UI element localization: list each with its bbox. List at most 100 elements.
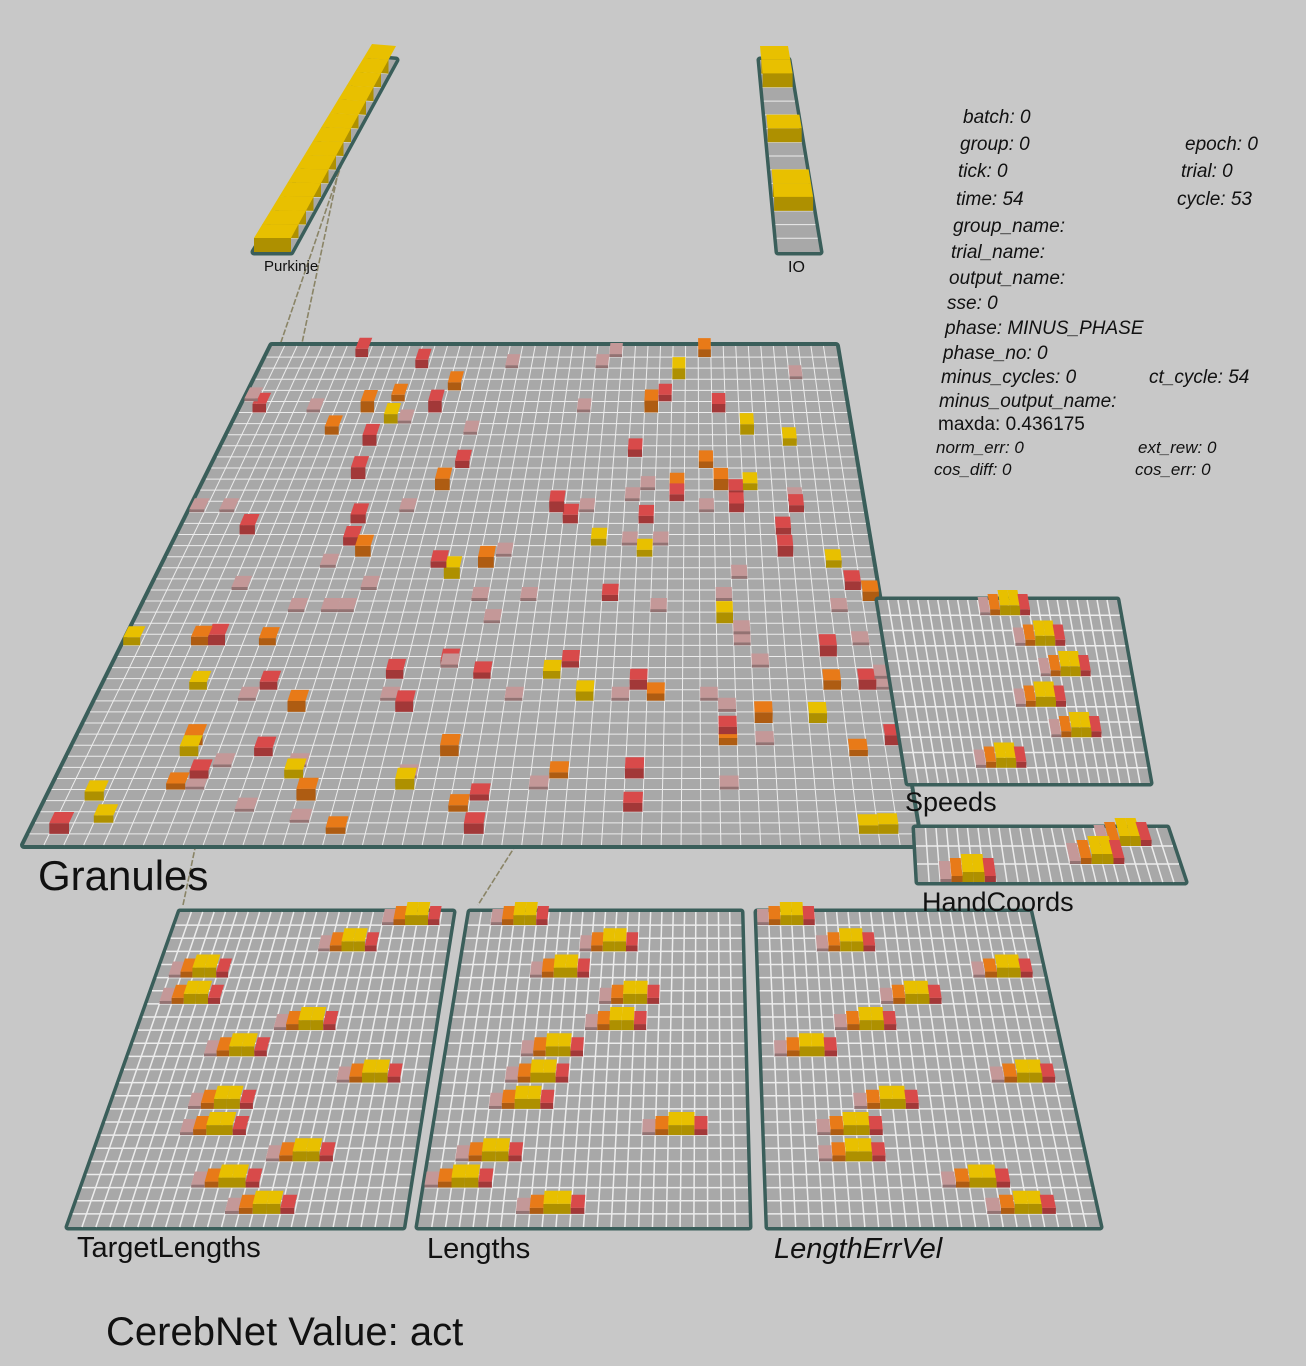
lengths-unit[interactable] <box>488 1092 504 1109</box>
lengths-unit[interactable] <box>481 1138 497 1162</box>
granule-unit[interactable] <box>700 686 718 701</box>
granule-unit[interactable] <box>391 383 409 402</box>
granule-unit[interactable] <box>383 403 402 424</box>
granule-unit[interactable] <box>850 631 870 646</box>
granule-unit[interactable] <box>715 587 733 601</box>
handcoords-unit[interactable] <box>1087 836 1103 864</box>
lengtherrvel-unit[interactable] <box>774 1040 787 1057</box>
purkinje-unit[interactable] <box>254 224 299 252</box>
lengths-unit[interactable] <box>591 932 604 952</box>
speeds-layer[interactable] <box>874 590 1154 787</box>
granule-unit[interactable] <box>739 413 754 435</box>
targetlengths-unit[interactable] <box>336 1066 353 1083</box>
granule-unit[interactable] <box>669 483 685 502</box>
lengths-unit[interactable] <box>642 1119 656 1136</box>
io-layer[interactable] <box>756 46 824 256</box>
lengtherrvel-unit[interactable] <box>858 1007 872 1031</box>
lengths-unit[interactable] <box>602 928 616 952</box>
speeds-unit[interactable] <box>983 746 997 768</box>
lengths-unit[interactable] <box>533 1037 547 1057</box>
target-lengths-layer[interactable] <box>64 902 457 1231</box>
lengtherrvel-unit[interactable] <box>842 1112 857 1136</box>
granule-unit[interactable] <box>395 690 416 712</box>
handcoords-unit[interactable] <box>1135 822 1152 846</box>
granule-unit[interactable] <box>590 527 608 546</box>
targetlengths-unit[interactable] <box>266 1190 284 1214</box>
granule-unit[interactable] <box>638 504 655 524</box>
lengths-unit[interactable] <box>520 1040 535 1057</box>
lengtherrvel-unit[interactable] <box>940 1171 956 1188</box>
granule-unit[interactable] <box>611 686 630 701</box>
lengtherrvel-unit[interactable] <box>831 1142 846 1162</box>
granule-unit[interactable] <box>189 498 210 513</box>
granule-unit[interactable] <box>473 661 493 679</box>
lengths-unit[interactable] <box>623 980 636 1004</box>
lengths-unit[interactable] <box>517 1063 532 1083</box>
granule-unit[interactable] <box>640 476 656 491</box>
granule-unit[interactable] <box>471 587 490 601</box>
targetlengths-unit[interactable] <box>193 1116 211 1136</box>
targetlengths-unit[interactable] <box>204 1040 221 1057</box>
speeds-unit[interactable] <box>1022 624 1036 646</box>
lengths-unit[interactable] <box>495 1138 510 1162</box>
granule-unit[interactable] <box>258 627 280 646</box>
granule-unit[interactable] <box>399 498 418 513</box>
lengtherrvel-unit[interactable] <box>1026 1190 1043 1214</box>
granule-unit[interactable] <box>463 812 486 834</box>
granule-unit[interactable] <box>728 492 745 513</box>
granule-unit[interactable] <box>562 503 580 524</box>
speeds-unit[interactable] <box>1068 651 1081 677</box>
lengtherrvel-unit[interactable] <box>870 1007 885 1031</box>
granule-unit[interactable] <box>843 570 861 590</box>
lengtherrvel-unit[interactable] <box>1027 1059 1043 1083</box>
targetlengths-unit[interactable] <box>232 1116 250 1136</box>
granule-unit[interactable] <box>644 389 659 413</box>
lengtherrvel-unit[interactable] <box>1006 954 1021 978</box>
granule-unit[interactable] <box>822 669 841 690</box>
lengths-unit[interactable] <box>455 1145 471 1162</box>
granule-unit[interactable] <box>650 598 667 613</box>
speeds-unit[interactable] <box>1017 594 1030 616</box>
lengths-unit[interactable] <box>501 1089 517 1109</box>
lengtherrvel-unit[interactable] <box>967 1164 984 1188</box>
granule-unit[interactable] <box>350 503 370 524</box>
granule-unit[interactable] <box>189 670 212 690</box>
speeds-unit[interactable] <box>1023 685 1036 707</box>
granule-unit[interactable] <box>824 549 842 568</box>
speeds-unit[interactable] <box>977 597 991 616</box>
lengtherrvel-unit[interactable] <box>850 928 864 952</box>
granule-unit[interactable] <box>435 467 453 491</box>
lengths-unit[interactable] <box>614 928 627 952</box>
targetlengths-unit[interactable] <box>216 958 233 978</box>
lengtherrvel-unit[interactable] <box>1018 958 1033 978</box>
granule-unit[interactable] <box>624 487 641 502</box>
targetlengths-unit[interactable] <box>232 1164 249 1188</box>
lengths-unit[interactable] <box>668 1112 682 1136</box>
lengths-unit[interactable] <box>609 1007 623 1031</box>
targetlengths-unit[interactable] <box>319 1142 336 1162</box>
granule-unit[interactable] <box>595 354 610 369</box>
targetlengths-unit[interactable] <box>374 1059 390 1083</box>
targetlengths-unit[interactable] <box>206 1112 224 1136</box>
granule-unit[interactable] <box>528 775 550 790</box>
granule-unit[interactable] <box>636 538 653 557</box>
targetlengths-unit[interactable] <box>213 1085 231 1109</box>
granule-unit[interactable] <box>774 516 792 535</box>
lengths-unit[interactable] <box>514 1085 529 1109</box>
speeds-unit[interactable] <box>1013 688 1026 707</box>
lengtherrvel-unit[interactable] <box>903 980 918 1004</box>
speeds-unit[interactable] <box>987 594 1001 616</box>
speeds-unit[interactable] <box>1058 716 1072 738</box>
lengtherrvel-unit[interactable] <box>844 1138 859 1162</box>
granule-unit[interactable] <box>576 398 592 413</box>
granule-unit[interactable] <box>189 759 213 779</box>
lengtherrvel-unit[interactable] <box>791 902 804 926</box>
granule-unit[interactable] <box>362 423 381 446</box>
lengtherrvel-unit[interactable] <box>823 1037 838 1057</box>
granule-unit[interactable] <box>219 498 240 513</box>
granule-unit[interactable] <box>463 420 480 435</box>
targetlengths-unit[interactable] <box>204 1168 222 1188</box>
targetlengths-unit[interactable] <box>306 1138 323 1162</box>
granule-unit[interactable] <box>415 348 432 369</box>
granule-unit[interactable] <box>448 794 470 812</box>
